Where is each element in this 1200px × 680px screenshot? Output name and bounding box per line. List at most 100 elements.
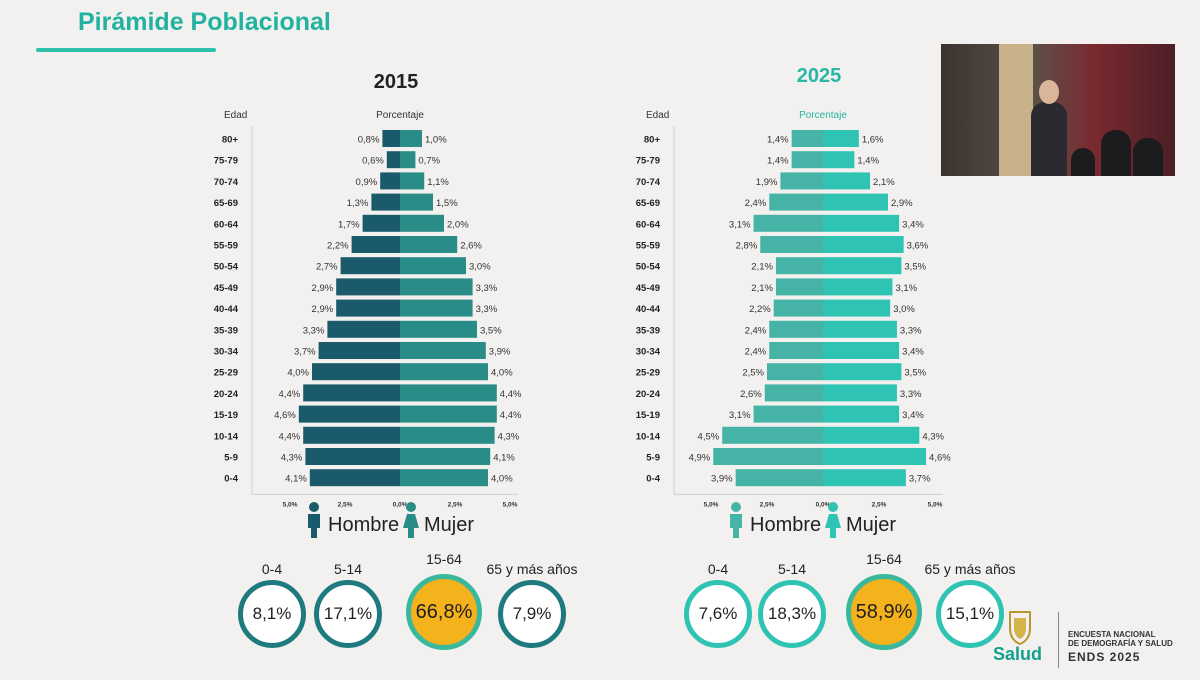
data-label-hombre: 2,2% — [749, 304, 771, 315]
bar-hombre — [713, 448, 823, 465]
age-tick-label: 50-54 — [214, 262, 239, 273]
age-tick-label: 0-4 — [646, 474, 660, 485]
bar-hombre — [298, 405, 400, 423]
bar-mujer — [823, 236, 904, 253]
age-group-label: 5-14 — [777, 561, 807, 577]
data-label-hombre: 1,4% — [767, 156, 789, 167]
bar-mujer — [823, 257, 902, 275]
bar-mujer — [400, 214, 444, 232]
chart-title: 2015 — [374, 71, 419, 93]
bar-mujer — [823, 172, 871, 190]
bar-mujer — [823, 469, 906, 487]
data-label-hombre: 2,4% — [745, 325, 767, 336]
data-label-hombre: 2,2% — [327, 241, 349, 252]
age-tick-label: 20-24 — [636, 389, 661, 400]
bar-hombre — [769, 320, 823, 338]
data-label-hombre: 4,0% — [287, 368, 309, 379]
data-label-hombre: 0,8% — [358, 135, 380, 146]
bar-hombre — [760, 236, 823, 253]
hombre-person-icon — [730, 502, 742, 538]
age-tick-label: 5-9 — [646, 453, 660, 464]
age-group-label: 0-4 — [707, 561, 729, 577]
age-tick-label: 35-39 — [214, 325, 238, 336]
bar-hombre — [791, 130, 823, 147]
bar-hombre — [305, 448, 400, 465]
data-label-hombre: 4,6% — [274, 410, 296, 421]
data-label-hombre: 4,3% — [281, 453, 303, 464]
bar-hombre — [767, 363, 823, 381]
bar-hombre — [722, 426, 823, 444]
bar-mujer — [823, 363, 902, 381]
bar-hombre — [362, 214, 400, 232]
x-tick-label: 5,0% — [283, 501, 298, 508]
data-label-hombre: 3,1% — [729, 410, 751, 421]
bar-hombre — [312, 363, 400, 381]
data-label-mujer: 2,1% — [873, 177, 895, 188]
bar-mujer — [400, 172, 425, 190]
bar-mujer — [823, 151, 855, 169]
data-label-hombre: 2,6% — [740, 389, 762, 400]
bar-mujer — [400, 405, 497, 423]
data-label-hombre: 1,3% — [347, 198, 369, 209]
age-group-label: 0-4 — [261, 561, 283, 577]
x-tick-label: 2,5% — [872, 501, 887, 508]
bar-mujer — [400, 448, 491, 465]
data-label-mujer: 3,5% — [904, 262, 926, 273]
age-group-value: 7,9% — [498, 580, 566, 648]
data-label-mujer: 3,5% — [904, 368, 926, 379]
data-label-mujer: 3,4% — [902, 410, 924, 421]
data-label-hombre: 2,5% — [742, 368, 764, 379]
hombre-person-icon — [308, 502, 320, 538]
age-group-label: 15-64 — [426, 551, 462, 567]
x-tick-label: 0,0% — [393, 501, 408, 508]
salud-logo-text: Salud — [993, 644, 1043, 664]
logo-separator — [1058, 612, 1059, 668]
bar-hombre — [371, 193, 400, 211]
bar-mujer — [823, 130, 859, 147]
bar-mujer — [823, 214, 900, 232]
age-tick-label: 45-49 — [214, 283, 238, 294]
bar-mujer — [400, 151, 416, 169]
x-tick-label: 2,5% — [338, 501, 353, 508]
slide-title: Pirámide Poblacional — [78, 8, 331, 36]
age-tick-label: 50-54 — [636, 262, 661, 273]
age-tick-label: 25-29 — [636, 368, 660, 379]
x-tick-label: 2,5% — [760, 501, 775, 508]
age-tick-label: 80+ — [644, 135, 661, 146]
age-tick-label: 65-69 — [636, 198, 660, 209]
age-group-value: 66,8% — [406, 574, 482, 650]
data-label-mujer: 3,3% — [900, 389, 922, 400]
bar-hombre — [764, 384, 823, 402]
bar-mujer — [823, 448, 927, 465]
survey-subtitle: ENCUESTA NACIONAL DE DEMOGRAFÍA Y SALUD — [1068, 630, 1173, 648]
survey-subtitle-line-1: ENCUESTA NACIONAL — [1068, 630, 1156, 639]
bar-mujer — [400, 278, 473, 296]
data-label-hombre: 2,1% — [751, 262, 773, 273]
age-tick-label: 30-34 — [636, 347, 661, 358]
data-label-mujer: 3,0% — [469, 262, 491, 273]
bar-mujer — [400, 426, 495, 444]
y-axis-label: Edad — [224, 110, 247, 121]
data-label-mujer: 4,1% — [493, 453, 515, 464]
bar-mujer — [823, 384, 897, 402]
bar-hombre — [303, 426, 400, 444]
data-label-mujer: 1,6% — [862, 135, 884, 146]
data-label-mujer: 3,4% — [902, 347, 924, 358]
data-label-hombre: 3,9% — [711, 474, 733, 485]
mujer-person-icon — [403, 502, 419, 538]
data-label-hombre: 2,4% — [745, 347, 767, 358]
data-label-hombre: 0,9% — [356, 177, 378, 188]
age-tick-label: 40-44 — [214, 304, 239, 315]
x-tick-label: 5,0% — [503, 501, 518, 508]
age-tick-label: 35-39 — [636, 325, 660, 336]
data-label-mujer: 3,5% — [480, 325, 502, 336]
age-group-value: 18,3% — [758, 580, 826, 648]
x-axis-label: Porcentaje — [376, 110, 424, 121]
x-tick-label: 2,5% — [448, 501, 463, 508]
bar-hombre — [336, 299, 400, 317]
data-label-mujer: 3,9% — [489, 347, 511, 358]
bar-hombre — [336, 278, 400, 296]
age-tick-label: 55-59 — [636, 241, 660, 252]
data-label-mujer: 2,9% — [891, 198, 913, 209]
bar-hombre — [380, 172, 400, 190]
